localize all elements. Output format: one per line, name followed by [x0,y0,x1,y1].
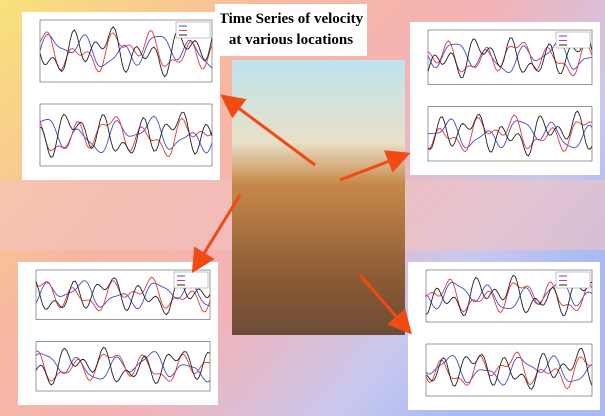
plot-line [39,115,213,154]
arrow [220,94,316,167]
plot-line [427,118,593,149]
plot-line [427,39,593,74]
plot-frame [35,341,211,392]
arrow [191,194,242,274]
plot-line [35,280,211,310]
plot-line [35,346,211,386]
plot-line [425,274,593,317]
title-line: Time Series of velocity [219,11,364,27]
panels [18,12,600,410]
plot-panel [22,12,220,180]
plot-line [425,354,593,386]
plot-line [39,26,213,78]
arrow [339,150,411,182]
plot-line [425,278,593,314]
arrow [358,274,412,335]
plot-line [35,276,211,313]
plot-frame [425,269,593,323]
plot-frame [425,343,593,397]
model-view [232,60,405,335]
title-box [215,4,367,56]
plot-line [39,30,213,73]
plot-line [39,111,213,159]
title-line: at various locations [229,32,353,48]
plot-line [427,114,593,153]
plot-line [425,351,593,390]
plot-line [425,347,593,390]
plot-line [427,37,593,79]
plot-line [427,110,593,157]
arrows [191,94,412,335]
